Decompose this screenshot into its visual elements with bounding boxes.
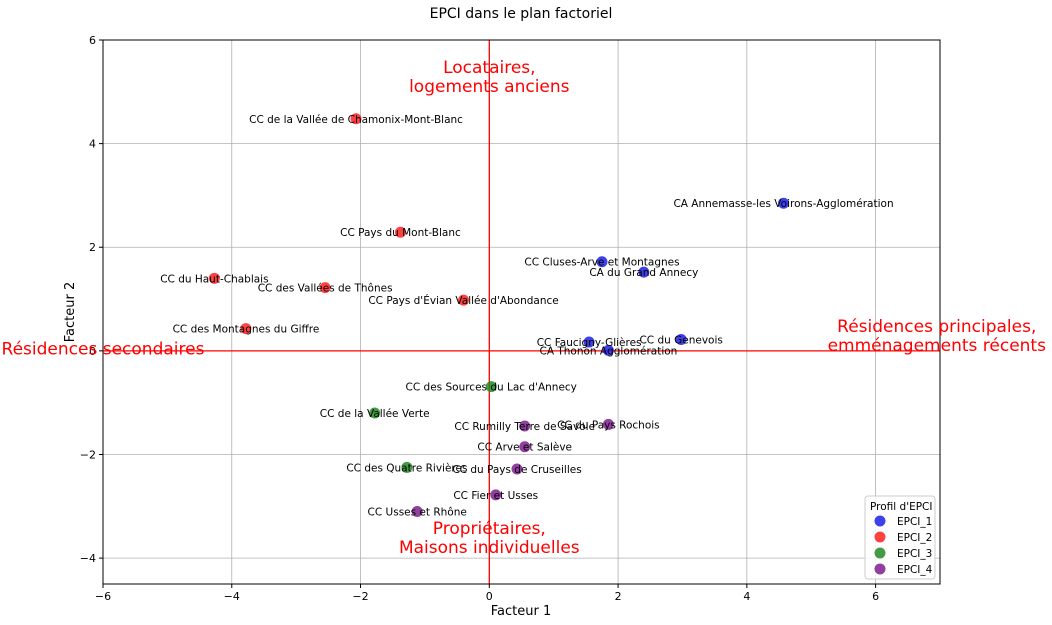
data-point	[596, 256, 608, 268]
reference-lines	[103, 40, 940, 584]
point-label: CC Usses et Rhône	[368, 506, 467, 518]
x-tick-label: 2	[615, 590, 622, 603]
legend-entry-label: EPCI_1	[897, 516, 932, 528]
chart-title: EPCI dans le plan factoriel	[430, 6, 613, 22]
x-tick-label: −2	[352, 590, 368, 603]
data-point	[401, 461, 413, 473]
quadrant-annotation: Maisons individuelles	[399, 538, 580, 558]
point-label: CC de la Vallée de Chamonix-Mont-Blanc	[249, 114, 463, 126]
y-tick-label: −2	[80, 448, 96, 461]
legend-title: Profil d'EPCI	[870, 501, 932, 513]
grid	[102, 39, 940, 584]
point-label: CC du Genevois	[639, 334, 722, 346]
point-label: CC des Montagnes du Giffre	[173, 324, 320, 336]
data-point	[319, 282, 331, 294]
data-point	[394, 226, 406, 238]
point-label: CC du Haut-Chablais	[160, 273, 268, 285]
y-tick-label: 0	[89, 345, 96, 358]
legend-entry-label: EPCI_3	[897, 548, 932, 560]
data-point	[778, 197, 790, 209]
point-label: CC de la Vallée Verte	[320, 408, 430, 420]
data-point	[490, 489, 502, 501]
point-label: CC Arve et Salève	[477, 442, 572, 454]
legend-entry-label: EPCI_4	[897, 564, 933, 576]
point-label: CA du Grand Annecy	[589, 267, 698, 279]
legend-items: EPCI_1 EPCI_2 EPCI_3 EPCI_4	[874, 515, 933, 576]
plot-area-frame	[102, 39, 941, 585]
point-label: CA Thonon Agglomération	[540, 345, 678, 357]
point-label: CC du Pays de Cruseilles	[452, 464, 581, 476]
data-point	[602, 418, 614, 430]
y-tick-label: 6	[89, 34, 96, 47]
point-label: CC du Pays Rochois	[557, 419, 659, 431]
data-point	[519, 441, 531, 453]
legend-marker	[874, 515, 886, 527]
point-label: CA Annemasse-les Voirons-Agglomération	[673, 198, 893, 210]
quadrant-annotations: Locataires,logements anciens Propriétaire…	[2, 58, 1047, 558]
point-label: CC des Sources du Lac d'Annecy	[406, 382, 577, 394]
axis-ticks: −6 −4 −2 0 2 4 6 −4 −2 0 2 4 6	[80, 34, 879, 603]
quadrant-annotation: Résidences secondaires	[2, 339, 205, 359]
data-point	[208, 272, 220, 284]
quadrant-annotation: logements anciens	[409, 77, 570, 97]
point-label: CC des Vallées de Thônes	[258, 283, 393, 295]
point-label: CC des Quatre Rivières	[346, 462, 467, 474]
data-point	[511, 463, 523, 475]
data-point	[602, 344, 614, 356]
data-point	[675, 333, 687, 345]
point-label: CC Faucigny-Glières	[537, 337, 642, 349]
data-point	[411, 505, 423, 517]
y-tick-label: −4	[80, 552, 96, 565]
point-label: CC Pays du Mont-Blanc	[340, 227, 461, 239]
y-tick-label: 2	[89, 241, 96, 254]
quadrant-annotation: Résidences principales,	[837, 317, 1036, 337]
point-label: CC Rumilly Terre de Savoie	[454, 421, 595, 433]
x-tick-label: 4	[743, 590, 750, 603]
quadrant-annotation: Locataires,	[443, 58, 535, 78]
legend-marker	[874, 563, 886, 575]
point-label: CC Fier et Usses	[453, 490, 538, 502]
quadrant-annotation: emménagements récents	[828, 336, 1047, 356]
x-tick-label: −4	[224, 590, 240, 603]
data-point	[240, 323, 252, 335]
data-point	[485, 381, 497, 393]
y-axis-label: Facteur 2	[63, 282, 78, 342]
data-point	[458, 294, 470, 306]
y-tick-label: 4	[89, 138, 96, 151]
point-label: CC Pays d'Évian Vallée d'Abondance	[368, 294, 558, 307]
x-tick-label: 6	[872, 590, 879, 603]
data-point	[369, 407, 381, 419]
data-points	[208, 113, 790, 517]
x-axis-label: Facteur 1	[491, 604, 551, 619]
legend-marker	[874, 531, 886, 543]
x-tick-label: −6	[95, 590, 111, 603]
point-label: CC Cluses-Arve et Montagnes	[524, 257, 679, 269]
data-point	[583, 336, 595, 348]
point-labels: CA Annemasse-les Voirons-Agglomération CC…	[160, 114, 893, 519]
legend-entry-label: EPCI_2	[897, 532, 932, 544]
data-point	[638, 266, 650, 278]
legend: Profil d'EPCI EPCI_1 EPCI_2 EPCI_3 EPCI_4	[864, 495, 936, 580]
quadrant-annotation: Propriétaires,	[433, 519, 546, 539]
x-tick-label: 0	[486, 590, 493, 603]
data-point	[350, 113, 362, 125]
legend-marker	[874, 547, 886, 559]
data-point	[519, 420, 531, 432]
